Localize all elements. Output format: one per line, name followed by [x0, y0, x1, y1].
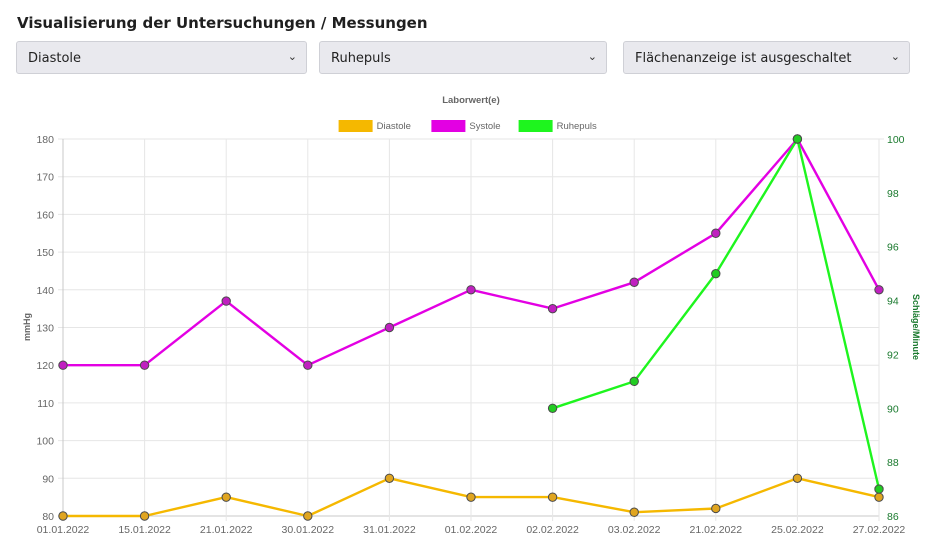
legend-swatch-systole [431, 120, 466, 132]
data-point-diastole-4[interactable] [384, 473, 395, 483]
y-tick-label-120: 120 [36, 360, 54, 372]
data-point-ruhepuls-6[interactable] [547, 403, 558, 413]
y2-tick-label-88: 88 [887, 457, 899, 469]
data-point-systole-5[interactable] [466, 285, 476, 295]
data-point-diastole-3[interactable] [303, 511, 313, 521]
y-tick-label-170: 170 [36, 172, 54, 184]
y2-tick-label-98: 98 [887, 188, 899, 200]
y2-tick-label-90: 90 [887, 403, 899, 415]
data-point-diastole-1[interactable] [139, 511, 150, 521]
y2-tick-label-86: 86 [887, 511, 899, 523]
data-point-ruhepuls-7[interactable] [629, 376, 639, 387]
data-point-diastole-5[interactable] [466, 492, 476, 502]
parameter-2-value: Ruhepuls [331, 51, 391, 66]
legend-label-systole: Systole [469, 121, 500, 132]
x-tick-label-0: 01.01.2022 [37, 524, 90, 536]
legend-swatch-diastole [338, 120, 373, 132]
y-tick-label-160: 160 [36, 209, 54, 221]
data-point-ruhepuls-9[interactable] [792, 134, 803, 144]
x-tick-label-2: 21.01.2022 [200, 524, 253, 536]
data-point-systole-4[interactable] [384, 322, 395, 333]
x-tick-label-3: 30.01.2022 [282, 524, 335, 536]
y-axis-right-title: Schläge/Minute [911, 294, 921, 360]
data-point-systole-1[interactable] [139, 360, 150, 370]
data-point-diastole-6[interactable] [547, 492, 558, 502]
x-tick-label-8: 21.02.2022 [690, 524, 743, 536]
data-point-systole-3[interactable] [303, 360, 313, 370]
data-point-ruhepuls-8[interactable] [711, 268, 721, 279]
y-tick-label-80: 80 [42, 511, 54, 523]
chart-title: Laborwert(e) [442, 95, 500, 106]
data-point-diastole-9[interactable] [792, 473, 803, 483]
y-tick-label-100: 100 [36, 436, 54, 448]
y2-tick-label-92: 92 [887, 349, 899, 361]
data-point-diastole-7[interactable] [629, 507, 639, 517]
data-point-diastole-2[interactable] [221, 492, 231, 502]
data-point-diastole-8[interactable] [711, 503, 721, 514]
parameter-1-value: Diastole [28, 51, 82, 66]
x-tick-label-6: 02.02.2022 [526, 524, 579, 536]
data-point-diastole-0[interactable] [58, 511, 68, 521]
y-tick-label-130: 130 [36, 323, 54, 335]
legend-label-diastole: Diastole [377, 121, 411, 132]
y-tick-label-110: 110 [37, 398, 54, 410]
parameter-1-select[interactable]: Diastole ⌄ [16, 41, 307, 74]
page-title: Visualisierung der Untersuchungen / Mess… [17, 14, 428, 32]
x-tick-label-9: 25.02.2022 [771, 524, 824, 536]
area-display-select[interactable]: Flächenanzeige ist ausgeschaltet ⌄ [623, 41, 910, 74]
y-tick-label-180: 180 [36, 134, 54, 146]
chevron-down-icon: ⌄ [287, 50, 297, 63]
data-point-systole-8[interactable] [711, 228, 721, 238]
y2-tick-label-94: 94 [887, 296, 899, 308]
chevron-down-icon: ⌄ [587, 50, 597, 63]
chevron-down-icon: ⌄ [890, 50, 900, 63]
x-tick-label-10: 27.02.2022 [853, 524, 906, 536]
chart-legend: Diastole Systole Ruhepuls [338, 120, 597, 132]
y-axis-left-ticks: 80 90 100 110 120 130 140 150 160 170 180 [36, 134, 54, 523]
parameter-2-select[interactable]: Ruhepuls ⌄ [319, 41, 607, 74]
data-point-ruhepuls-10[interactable] [874, 484, 884, 494]
legend-swatch-ruhepuls [518, 120, 553, 132]
y-tick-label-150: 150 [36, 247, 54, 259]
x-tick-label-4: 31.01.2022 [363, 524, 416, 536]
data-point-diastole-10[interactable] [874, 492, 884, 502]
y-axis-left-title: mmHg [22, 313, 32, 341]
x-tick-label-7: 03.02.2022 [608, 524, 661, 536]
y2-tick-label-100: 100 [887, 134, 905, 146]
y-tick-label-90: 90 [42, 473, 54, 485]
y-tick-label-140: 140 [36, 285, 54, 297]
data-point-systole-6[interactable] [547, 303, 558, 314]
data-point-systole-10[interactable] [874, 285, 884, 295]
x-tick-label-5: 01.02.2022 [445, 524, 498, 536]
chart-grid [58, 138, 884, 521]
area-display-value: Flächenanzeige ist ausgeschaltet [635, 51, 852, 66]
data-point-systole-0[interactable] [58, 360, 68, 370]
y-axis-right-ticks: 86 88 90 92 94 96 98 100 [887, 134, 905, 523]
data-point-systole-7[interactable] [629, 277, 639, 287]
x-tick-label-1: 15.01.2022 [118, 524, 171, 536]
series-points [58, 134, 884, 521]
legend-label-ruhepuls: Ruhepuls [557, 121, 597, 132]
y2-tick-label-96: 96 [887, 242, 899, 254]
x-axis-ticks: 01.01.2022 15.01.2022 21.01.2022 30.01.2022… [37, 524, 906, 536]
data-point-systole-2[interactable] [221, 296, 231, 306]
